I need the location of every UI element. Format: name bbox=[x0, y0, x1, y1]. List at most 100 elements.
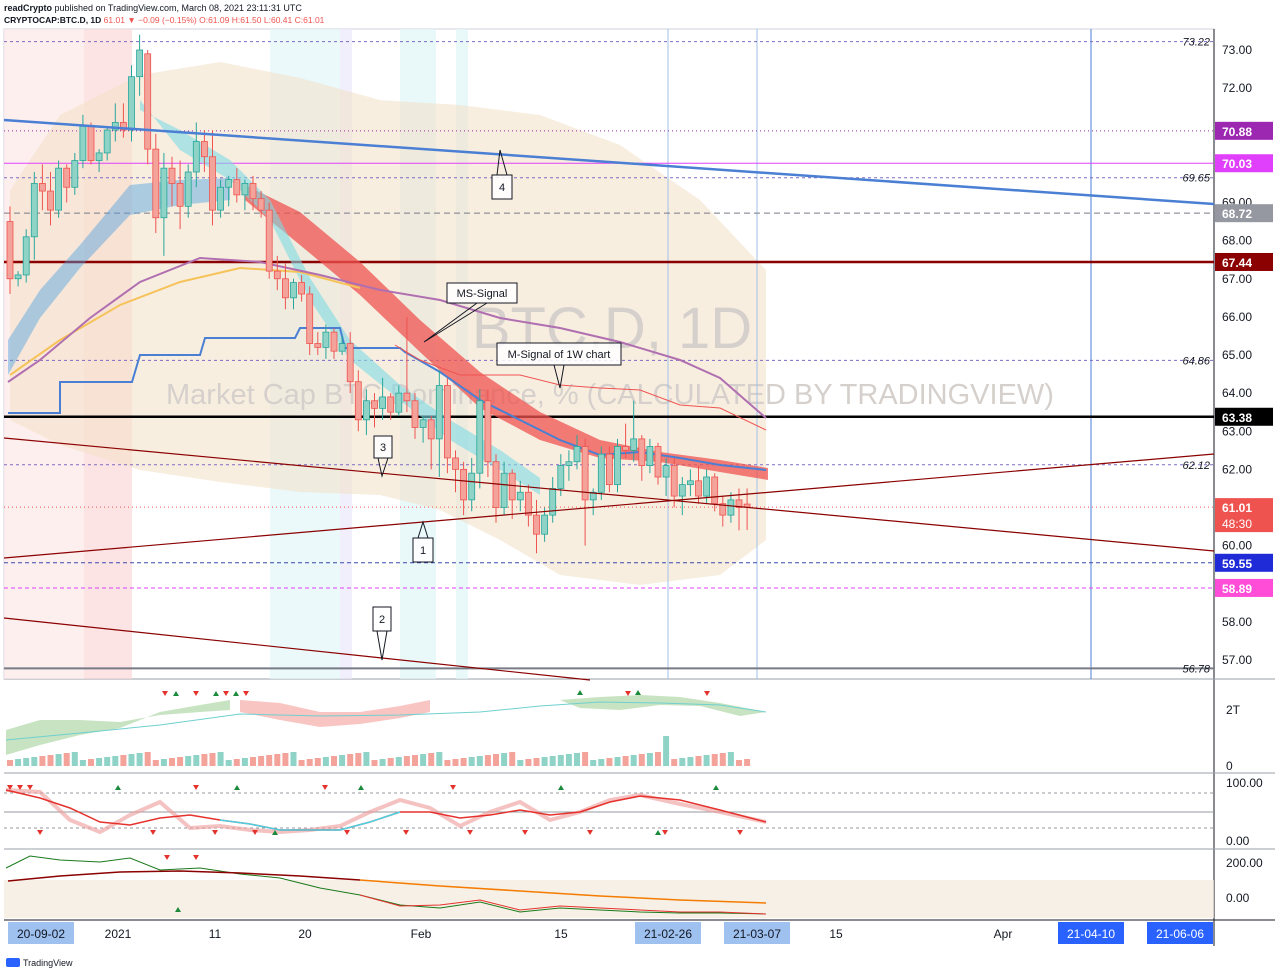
volume-bar bbox=[88, 759, 94, 766]
candle-body bbox=[452, 457, 459, 470]
price-tick-label: 63.00 bbox=[1222, 424, 1252, 438]
symbol-label[interactable]: CRYPTOCAP:BTC.D, 1D bbox=[4, 15, 102, 25]
signal-marker bbox=[193, 785, 199, 790]
volume-bar bbox=[598, 759, 605, 766]
volume-bar bbox=[250, 757, 256, 766]
price-change: −0.09 (−0.15%) bbox=[138, 15, 197, 25]
candle-body bbox=[152, 148, 160, 219]
level-price-text: 59.55 bbox=[1222, 557, 1252, 571]
volume-bar bbox=[622, 756, 629, 766]
level-value-label: 64.86 bbox=[1182, 355, 1210, 367]
candle-body bbox=[144, 53, 152, 150]
callout-pointer bbox=[377, 457, 389, 478]
signal-marker bbox=[162, 691, 168, 696]
trendline-4[interactable] bbox=[3, 118, 1215, 206]
signal-marker bbox=[243, 691, 249, 696]
candle-body bbox=[346, 343, 354, 383]
candle-body bbox=[47, 190, 54, 211]
candle-body bbox=[727, 499, 735, 516]
time-axis-label: 21-04-10 bbox=[1067, 927, 1115, 941]
volume-bar bbox=[614, 757, 621, 766]
candle-body bbox=[103, 129, 111, 154]
price-tick-label: 72.00 bbox=[1222, 81, 1252, 95]
volume-bar bbox=[525, 759, 532, 766]
candle-body bbox=[379, 396, 387, 409]
published-text: published on TradingView.com, March 08, … bbox=[54, 3, 302, 13]
trendline-1[interactable] bbox=[3, 453, 1215, 559]
volume-cloud-green bbox=[560, 695, 766, 716]
candle-body bbox=[606, 453, 613, 486]
callout-box bbox=[446, 282, 518, 304]
signal-marker bbox=[175, 907, 181, 912]
volume-bar bbox=[71, 752, 78, 766]
volume-bar bbox=[217, 752, 224, 766]
candle-body bbox=[136, 49, 144, 78]
time-axis-label: 21-02-26 bbox=[644, 927, 692, 941]
candle-body bbox=[257, 198, 265, 211]
volume-bar bbox=[347, 754, 354, 766]
red-ribbon bbox=[245, 185, 768, 480]
candle-body bbox=[614, 446, 621, 486]
candle-body bbox=[484, 400, 492, 463]
candle-body bbox=[314, 343, 322, 348]
callout-text: M-Signal of 1W chart bbox=[508, 349, 611, 361]
volume-bar bbox=[646, 753, 653, 766]
callout-text: 2 bbox=[379, 614, 385, 626]
volume-bar bbox=[201, 754, 208, 766]
candle-body bbox=[71, 160, 79, 188]
volume-bar bbox=[444, 760, 451, 766]
time-axis-label: 20-09-02 bbox=[17, 927, 65, 941]
volume-bar bbox=[460, 758, 467, 766]
level-price-badge bbox=[1215, 498, 1273, 533]
signal-marker bbox=[635, 690, 641, 695]
candle-body bbox=[192, 141, 200, 173]
signal-marker bbox=[713, 785, 719, 790]
candle-body bbox=[533, 514, 540, 535]
callout-pointer bbox=[423, 302, 488, 343]
momentum-red bbox=[359, 894, 767, 915]
candle-body bbox=[233, 179, 241, 196]
candle-body bbox=[176, 183, 184, 207]
time-axis-label: 21-06-06 bbox=[1156, 927, 1204, 941]
volume-bar bbox=[379, 759, 386, 766]
volume-bar bbox=[671, 759, 678, 766]
price-tick-label: 62.00 bbox=[1222, 462, 1252, 476]
candle-body bbox=[476, 400, 484, 474]
callout-box bbox=[373, 435, 393, 459]
candle-body bbox=[646, 446, 654, 466]
volume-bar bbox=[501, 753, 508, 766]
callout-m-signal-1w: M-Signal of 1W chart bbox=[496, 342, 622, 389]
time-axis-label: Feb bbox=[411, 927, 432, 941]
volume-bar bbox=[331, 756, 337, 766]
time-axis-label: 15 bbox=[829, 927, 843, 941]
trendline-3[interactable] bbox=[3, 437, 1215, 552]
candle-body bbox=[160, 167, 168, 219]
momentum-signal-orange bbox=[359, 879, 767, 904]
volume-bar bbox=[322, 757, 329, 766]
footer-brand: TradingView bbox=[23, 958, 73, 968]
time-axis-label: 2021 bbox=[105, 927, 132, 941]
candle-body bbox=[549, 488, 557, 516]
trendline-2[interactable] bbox=[3, 617, 591, 681]
volume-bar bbox=[193, 755, 200, 766]
candle-body bbox=[6, 221, 14, 280]
candle-body bbox=[703, 476, 710, 497]
time-axis-label: 20 bbox=[298, 927, 312, 941]
candle-body bbox=[427, 419, 435, 440]
volume-bar bbox=[314, 758, 321, 766]
volume-bar bbox=[355, 753, 362, 766]
panel-tick-label: 0 bbox=[1226, 759, 1233, 773]
candle-body bbox=[298, 282, 306, 295]
volume-bar bbox=[533, 758, 540, 766]
price-tick-label: 65.00 bbox=[1222, 348, 1252, 362]
time-axis-badge bbox=[8, 922, 74, 944]
candle-body bbox=[322, 331, 330, 348]
candle-body bbox=[516, 491, 524, 501]
candle-body bbox=[225, 179, 233, 188]
callout-box bbox=[491, 174, 513, 200]
publish-info: readCrypto published on TradingView.com,… bbox=[4, 3, 302, 13]
volume-bar bbox=[47, 755, 54, 766]
signal-marker bbox=[150, 830, 156, 835]
signal-marker bbox=[234, 785, 240, 790]
